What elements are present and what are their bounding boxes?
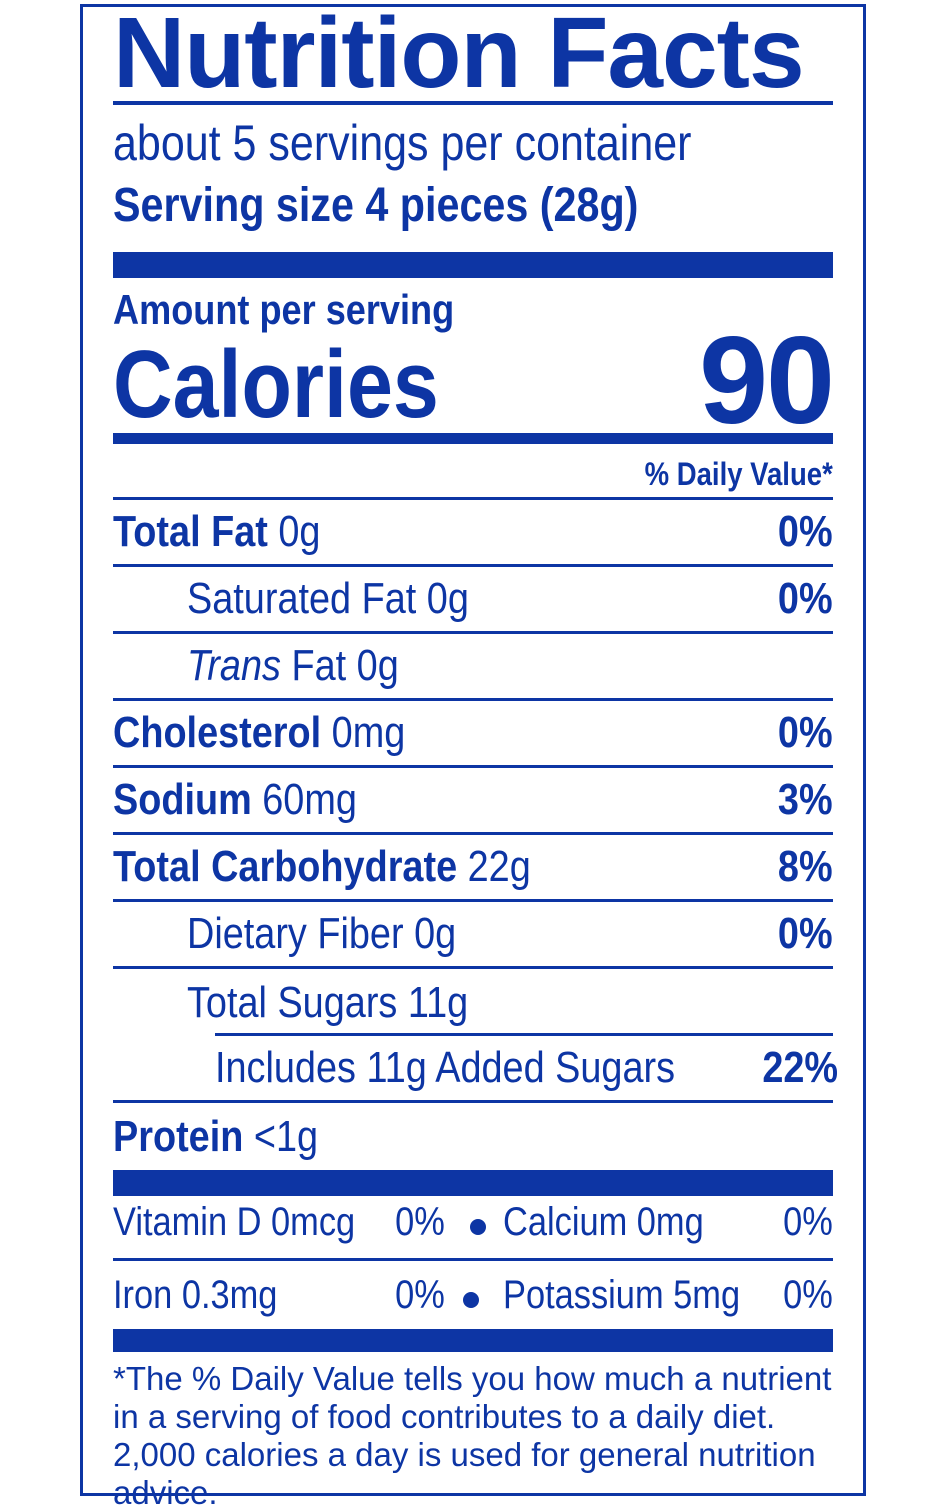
daily-value: 0% — [778, 507, 833, 556]
daily-value-header: % Daily Value* — [113, 444, 833, 500]
daily-value: 0% — [778, 574, 833, 623]
vitamin-dv: 0% — [395, 1273, 445, 1317]
vitamin-row: Vitamin D 0mcg 0% Calcium 0mg 0% — [113, 1196, 833, 1261]
nutrient-row: Cholesterol 0mg 0% — [113, 701, 833, 768]
title: Nutrition Facts — [113, 3, 833, 105]
nutrient-label: Total Sugars — [187, 977, 398, 1027]
nutrient: Sodium 60mg — [113, 775, 357, 825]
vitamin-row: Iron 0.3mg 0% Potassium 5mg 0% — [113, 1261, 833, 1329]
nutrient: Total Carbohydrate 22g — [113, 842, 531, 892]
bullet — [470, 1219, 486, 1235]
nutrition-label: Nutrition Facts about 5 servings per con… — [113, 3, 838, 1512]
nutrient: Total Sugars 11g — [187, 978, 468, 1028]
daily-value: 0% — [778, 708, 833, 757]
vitamin-dv: 0% — [783, 1273, 833, 1317]
nutrient-row: Total Sugars 11g — [113, 969, 833, 1036]
dv-header-text: % Daily Value* — [644, 456, 833, 492]
nutrient-row: Includes 11g Added Sugars 22% — [113, 1036, 838, 1103]
footnote: *The % Daily Value tells you how much a … — [113, 1360, 832, 1511]
nutrient-label: Fat — [291, 641, 347, 690]
bullet — [463, 1292, 479, 1308]
nutrient-row: Sodium 60mg 3% — [113, 768, 833, 835]
daily-value: 8% — [778, 842, 833, 891]
nutrient-row: Trans Fat 0g — [113, 634, 833, 701]
calories-value: 90 — [699, 312, 835, 450]
nutrient: Protein <1g — [113, 1112, 318, 1162]
nutrient: Cholesterol 0mg — [113, 708, 405, 758]
nutrient-row: Saturated Fat 0g 0% — [113, 567, 833, 634]
vitamin-label: Iron 0.3mg — [113, 1273, 278, 1317]
nutrient-row: Dietary Fiber 0g 0% — [113, 902, 833, 969]
nutrient-amount: 0g — [426, 574, 469, 623]
serving-size-text: Serving size 4 pieces (28g) — [113, 179, 639, 232]
nutrient-amount: 60mg — [262, 775, 357, 824]
vitamin-dv: 0% — [395, 1200, 445, 1244]
nutrient: Total Fat 0g — [113, 507, 320, 557]
daily-value: 22% — [762, 1043, 838, 1092]
nutrient-amount: <1g — [253, 1111, 319, 1161]
vitamin-label: Vitamin D 0mcg — [113, 1200, 356, 1244]
nutrient: Trans Fat 0g — [187, 641, 399, 691]
vitamin-dv: 0% — [783, 1200, 833, 1244]
nutrient-amount: 0g — [356, 641, 399, 690]
nutrient-label: Saturated Fat — [187, 574, 417, 623]
amount-per-serving: Amount per serving — [113, 278, 833, 333]
nutrient-label: Sodium — [113, 775, 252, 824]
nutrient-row: Total Fat 0g 0% — [113, 500, 833, 567]
thick-rule — [113, 1170, 833, 1196]
nutrient-row: Protein <1g — [113, 1103, 833, 1170]
nutrient-label: Total Fat — [113, 507, 268, 556]
nutrient-label: Total Carbohydrate — [113, 842, 458, 891]
nutrient-amount: 0g — [278, 507, 321, 556]
nutrient-label: Cholesterol — [113, 708, 322, 757]
nutrient-label-italic: Trans — [187, 641, 281, 690]
nutrient: Dietary Fiber 0g — [187, 909, 456, 959]
amount-text: Amount per serving — [113, 286, 455, 333]
nutrient-label: Dietary Fiber — [187, 909, 404, 958]
thick-rule — [113, 252, 833, 278]
daily-value: 3% — [778, 775, 833, 824]
vitamin-label: Potassium 5mg — [503, 1273, 741, 1317]
nutrient-label: Includes 11g Added Sugars — [215, 1043, 676, 1092]
thick-rule — [113, 1329, 833, 1352]
medium-rule — [113, 433, 833, 444]
partial-rule — [215, 1033, 833, 1036]
nutrient-label: Protein — [113, 1111, 244, 1161]
nutrient-amount: 0mg — [331, 708, 406, 757]
nutrient-amount: 11g — [407, 977, 469, 1027]
nutrient-amount: 22g — [467, 842, 531, 891]
vitamin-label: Calcium 0mg — [503, 1200, 704, 1244]
calories-label: Calories — [113, 331, 439, 438]
serving-size: Serving size 4 pieces (28g) — [113, 175, 833, 240]
label-frame — [80, 4, 866, 1496]
servings: about 5 servings per container — [113, 105, 833, 175]
calories-row: Calories 90 — [113, 319, 835, 443]
nutrient: Saturated Fat 0g — [187, 574, 469, 624]
servings-text: about 5 servings per container — [113, 115, 692, 171]
nutrient-amount: 0g — [414, 909, 457, 958]
nutrient-row: Total Carbohydrate 22g 8% — [113, 835, 833, 902]
daily-value: 0% — [778, 909, 833, 958]
